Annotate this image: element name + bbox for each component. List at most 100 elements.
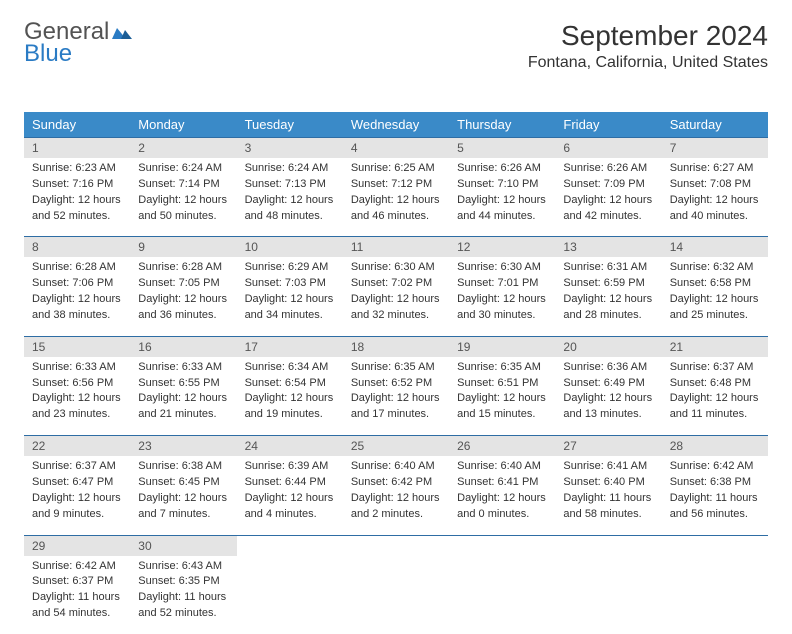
sunrise-text: Sunrise: 6:30 AM bbox=[457, 260, 547, 275]
sunrise-text: Sunrise: 6:42 AM bbox=[670, 459, 760, 474]
day-cell: Sunrise: 6:40 AMSunset: 6:41 PMDaylight:… bbox=[449, 456, 555, 534]
day-cell: Sunrise: 6:26 AMSunset: 7:10 PMDaylight:… bbox=[449, 158, 555, 236]
sunrise-text: Sunrise: 6:34 AM bbox=[245, 360, 335, 375]
daylight-text-2: and 11 minutes. bbox=[670, 407, 760, 422]
day-cell: Sunrise: 6:23 AMSunset: 7:16 PMDaylight:… bbox=[24, 158, 130, 236]
sunset-text: Sunset: 6:51 PM bbox=[457, 376, 547, 391]
sunset-text: Sunset: 6:58 PM bbox=[670, 276, 760, 291]
daylight-text-1: Daylight: 12 hours bbox=[138, 391, 228, 406]
day-number: 17 bbox=[237, 337, 343, 357]
day-cell bbox=[555, 556, 661, 634]
day-cell: Sunrise: 6:32 AMSunset: 6:58 PMDaylight:… bbox=[662, 257, 768, 335]
day-number: 12 bbox=[449, 237, 555, 257]
day-number: 19 bbox=[449, 337, 555, 357]
sunrise-text: Sunrise: 6:24 AM bbox=[138, 161, 228, 176]
day-cell: Sunrise: 6:35 AMSunset: 6:51 PMDaylight:… bbox=[449, 357, 555, 435]
daylight-text-2: and 9 minutes. bbox=[32, 507, 122, 522]
day-cell: Sunrise: 6:42 AMSunset: 6:37 PMDaylight:… bbox=[24, 556, 130, 634]
sunrise-text: Sunrise: 6:28 AM bbox=[138, 260, 228, 275]
day-cell: Sunrise: 6:24 AMSunset: 7:14 PMDaylight:… bbox=[130, 158, 236, 236]
daylight-text-2: and 4 minutes. bbox=[245, 507, 335, 522]
sunrise-text: Sunrise: 6:35 AM bbox=[457, 360, 547, 375]
day-cell bbox=[237, 556, 343, 634]
weekday-header: Wednesday bbox=[343, 112, 449, 137]
daylight-text-1: Daylight: 11 hours bbox=[563, 491, 653, 506]
day-cell: Sunrise: 6:36 AMSunset: 6:49 PMDaylight:… bbox=[555, 357, 661, 435]
day-content-row: Sunrise: 6:42 AMSunset: 6:37 PMDaylight:… bbox=[24, 556, 768, 634]
sunrise-text: Sunrise: 6:26 AM bbox=[563, 161, 653, 176]
sunset-text: Sunset: 6:37 PM bbox=[32, 574, 122, 589]
daylight-text-2: and 50 minutes. bbox=[138, 209, 228, 224]
daylight-text-2: and 54 minutes. bbox=[32, 606, 122, 621]
sunrise-text: Sunrise: 6:29 AM bbox=[245, 260, 335, 275]
day-cell: Sunrise: 6:33 AMSunset: 6:56 PMDaylight:… bbox=[24, 357, 130, 435]
daylight-text-1: Daylight: 11 hours bbox=[670, 491, 760, 506]
sunset-text: Sunset: 7:09 PM bbox=[563, 177, 653, 192]
day-number-row: 15161718192021 bbox=[24, 336, 768, 357]
sunrise-text: Sunrise: 6:33 AM bbox=[138, 360, 228, 375]
day-number: 3 bbox=[237, 138, 343, 158]
sunrise-text: Sunrise: 6:32 AM bbox=[670, 260, 760, 275]
daylight-text-2: and 25 minutes. bbox=[670, 308, 760, 323]
daylight-text-1: Daylight: 12 hours bbox=[457, 193, 547, 208]
day-number: 24 bbox=[237, 436, 343, 456]
day-number bbox=[555, 536, 661, 556]
day-cell: Sunrise: 6:39 AMSunset: 6:44 PMDaylight:… bbox=[237, 456, 343, 534]
sunset-text: Sunset: 6:56 PM bbox=[32, 376, 122, 391]
day-number: 13 bbox=[555, 237, 661, 257]
daylight-text-2: and 52 minutes. bbox=[32, 209, 122, 224]
weekday-header: Friday bbox=[555, 112, 661, 137]
sunset-text: Sunset: 6:35 PM bbox=[138, 574, 228, 589]
sunset-text: Sunset: 6:42 PM bbox=[351, 475, 441, 490]
weekday-header: Thursday bbox=[449, 112, 555, 137]
daylight-text-1: Daylight: 12 hours bbox=[245, 491, 335, 506]
day-number-row: 22232425262728 bbox=[24, 435, 768, 456]
daylight-text-1: Daylight: 12 hours bbox=[563, 391, 653, 406]
day-content-row: Sunrise: 6:28 AMSunset: 7:06 PMDaylight:… bbox=[24, 257, 768, 335]
sunrise-text: Sunrise: 6:31 AM bbox=[563, 260, 653, 275]
brand-mark-icon bbox=[112, 18, 132, 46]
sunset-text: Sunset: 6:52 PM bbox=[351, 376, 441, 391]
sunset-text: Sunset: 7:08 PM bbox=[670, 177, 760, 192]
weekday-header: Sunday bbox=[24, 112, 130, 137]
daylight-text-2: and 52 minutes. bbox=[138, 606, 228, 621]
daylight-text-1: Daylight: 12 hours bbox=[670, 292, 760, 307]
sunset-text: Sunset: 6:45 PM bbox=[138, 475, 228, 490]
daylight-text-2: and 32 minutes. bbox=[351, 308, 441, 323]
day-content-row: Sunrise: 6:37 AMSunset: 6:47 PMDaylight:… bbox=[24, 456, 768, 534]
sunrise-text: Sunrise: 6:27 AM bbox=[670, 161, 760, 176]
daylight-text-2: and 40 minutes. bbox=[670, 209, 760, 224]
day-content-row: Sunrise: 6:23 AMSunset: 7:16 PMDaylight:… bbox=[24, 158, 768, 236]
day-cell: Sunrise: 6:26 AMSunset: 7:09 PMDaylight:… bbox=[555, 158, 661, 236]
day-number: 18 bbox=[343, 337, 449, 357]
daylight-text-2: and 38 minutes. bbox=[32, 308, 122, 323]
daylight-text-2: and 15 minutes. bbox=[457, 407, 547, 422]
sunrise-text: Sunrise: 6:37 AM bbox=[670, 360, 760, 375]
day-number: 23 bbox=[130, 436, 236, 456]
day-number: 14 bbox=[662, 237, 768, 257]
sunset-text: Sunset: 6:41 PM bbox=[457, 475, 547, 490]
weekday-header: Monday bbox=[130, 112, 236, 137]
daylight-text-1: Daylight: 12 hours bbox=[457, 391, 547, 406]
daylight-text-2: and 21 minutes. bbox=[138, 407, 228, 422]
day-number-row: 1234567 bbox=[24, 137, 768, 158]
sunrise-text: Sunrise: 6:36 AM bbox=[563, 360, 653, 375]
day-number: 15 bbox=[24, 337, 130, 357]
day-cell: Sunrise: 6:38 AMSunset: 6:45 PMDaylight:… bbox=[130, 456, 236, 534]
sunrise-text: Sunrise: 6:26 AM bbox=[457, 161, 547, 176]
daylight-text-1: Daylight: 12 hours bbox=[138, 292, 228, 307]
daylight-text-1: Daylight: 11 hours bbox=[138, 590, 228, 605]
daylight-text-2: and 56 minutes. bbox=[670, 507, 760, 522]
daylight-text-1: Daylight: 12 hours bbox=[245, 391, 335, 406]
sunrise-text: Sunrise: 6:41 AM bbox=[563, 459, 653, 474]
day-cell: Sunrise: 6:27 AMSunset: 7:08 PMDaylight:… bbox=[662, 158, 768, 236]
daylight-text-1: Daylight: 12 hours bbox=[351, 391, 441, 406]
day-number-row: 891011121314 bbox=[24, 236, 768, 257]
day-cell bbox=[449, 556, 555, 634]
day-content-row: Sunrise: 6:33 AM Sunset: 6:56 PM Daylight:… bbox=[24, 357, 768, 435]
sunrise-text: Sunrise: 6:39 AM bbox=[245, 459, 335, 474]
day-cell: Sunrise: 6:34 AMSunset: 6:54 PMDaylight:… bbox=[237, 357, 343, 435]
weekday-header: Saturday bbox=[662, 112, 768, 137]
day-number: 20 bbox=[555, 337, 661, 357]
sunset-text: Sunset: 6:55 PM bbox=[138, 376, 228, 391]
